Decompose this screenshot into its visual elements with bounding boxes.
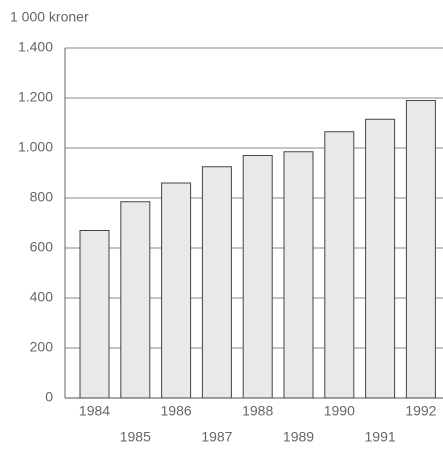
x-tick-label: 1985 [120, 429, 151, 445]
bar [365, 118, 396, 399]
x-tick-label: 1991 [365, 429, 396, 445]
x-tick-label: 1986 [161, 403, 192, 419]
x-tick-label: 1984 [79, 403, 110, 419]
x-tick-label: 1992 [405, 403, 436, 419]
y-tick-label: 600 [30, 239, 54, 255]
y-tick-label: 1.200 [18, 89, 53, 105]
y-tick-label: 1.400 [18, 39, 53, 55]
y-tick-label: 800 [30, 189, 54, 205]
y-tick-label: 1.000 [18, 139, 53, 155]
bar [242, 155, 273, 399]
bar [405, 100, 436, 399]
x-tick-label: 1990 [324, 403, 355, 419]
x-tick-label: 1987 [201, 429, 232, 445]
y-axis-label: 1 000 kroner [10, 9, 89, 25]
bar [201, 166, 232, 399]
bar [161, 182, 192, 399]
y-tick-label: 200 [30, 339, 54, 355]
x-tick-label: 1988 [242, 403, 273, 419]
bar [283, 151, 314, 399]
bar [79, 230, 110, 399]
bar [324, 131, 355, 399]
y-tick-label: 0 [45, 389, 53, 405]
y-tick-label: 400 [30, 289, 54, 305]
x-tick-label: 1989 [283, 429, 314, 445]
bar [120, 201, 151, 399]
